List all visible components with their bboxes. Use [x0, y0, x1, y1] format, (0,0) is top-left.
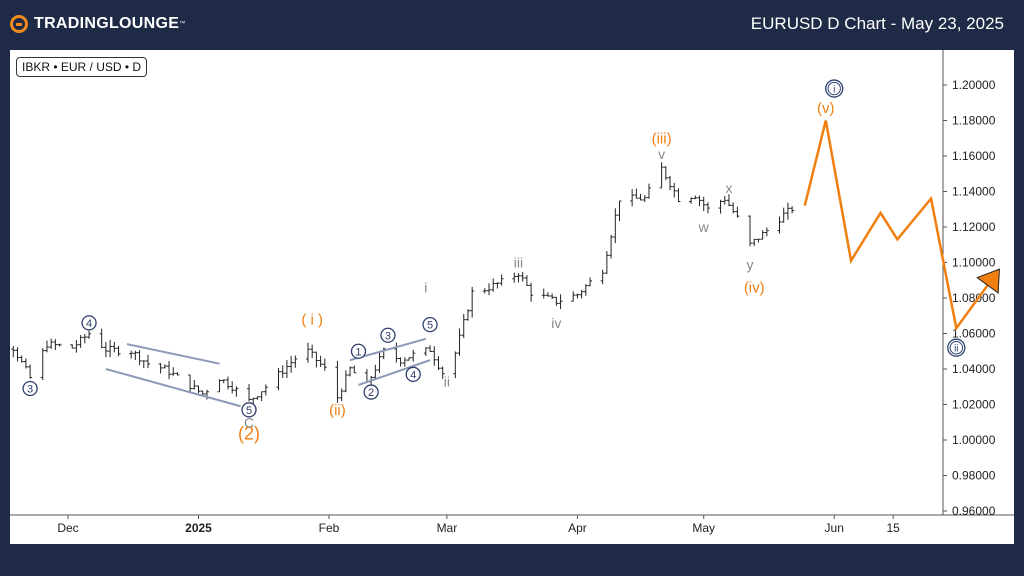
y-tick-label: 1.06000: [952, 327, 996, 341]
x-tick-label: Feb: [319, 521, 340, 535]
wave-label-circle: [22, 380, 38, 397]
y-tick-label: 0.98000: [952, 469, 996, 483]
wave-trend-line: [358, 359, 431, 386]
wave-label: 5: [246, 405, 252, 417]
x-tick-label: 15: [886, 521, 900, 535]
wave-label-circle: [380, 327, 396, 343]
logo-text: TradingLounge: [34, 15, 180, 32]
wave-label: y: [747, 256, 754, 272]
projection-arrow-icon: [976, 268, 1000, 294]
x-tick-label: Mar: [437, 521, 458, 535]
x-tick-label: May: [692, 521, 715, 535]
wave-label: (iv): [744, 279, 765, 296]
x-tick-label: 2025: [185, 521, 212, 535]
wave-label: ii: [444, 373, 450, 389]
wave-label: (ii): [329, 402, 346, 419]
logo-icon: [10, 15, 28, 33]
wave-label-circle: [405, 366, 421, 382]
y-tick-label: 0.96000: [952, 504, 996, 518]
price-chart-svg[interactable]: 1.20000 1.18000 1.16000 1.14000 1.12000 1.100…: [10, 50, 1014, 544]
wave-label: 3: [385, 330, 391, 342]
wave-label-circle-inner: [827, 81, 841, 96]
wave-label-circle: [350, 343, 367, 359]
wave-label: 5: [427, 320, 433, 332]
wave-label: (2): [238, 424, 260, 444]
wave-label-circle: [241, 402, 257, 418]
x-tick-label: Dec: [57, 521, 78, 535]
wave-label-circle: [363, 384, 379, 400]
y-tick-label: 1.10000: [952, 256, 996, 270]
wave-label: 1: [355, 346, 361, 358]
wave-label-circle-inner: [949, 341, 964, 355]
x-tick-label: Jun: [825, 521, 844, 535]
y-tick-label: 1.04000: [952, 362, 996, 376]
y-tick-label: 1.02000: [952, 398, 996, 412]
y-tick-label: 1.18000: [952, 114, 996, 128]
wave-label: C: [244, 414, 254, 430]
wave-trend-line: [126, 343, 220, 365]
y-tick-label: 1.12000: [952, 220, 996, 234]
wave-label: 2: [368, 387, 374, 399]
wave-trend-line: [105, 368, 241, 408]
wave-label: x: [725, 180, 732, 196]
y-tick-label: 1.20000: [952, 78, 996, 92]
wave-label: 4: [86, 318, 92, 330]
tradinglounge-logo: TradingLounge ™: [10, 12, 185, 36]
wave-label-circle: [81, 315, 97, 331]
wave-label-circle: [422, 316, 438, 333]
symbol-badge: IBKR • EUR / USD • D: [16, 57, 148, 77]
wave-label: v: [658, 146, 665, 162]
y-tick-label: 1.16000: [952, 149, 996, 163]
wave-label: 4: [410, 369, 416, 381]
wave-label: i: [424, 279, 427, 295]
wave-label: iii: [514, 255, 523, 271]
wave-label: 3: [27, 384, 33, 396]
logo-trademark: ™: [179, 21, 186, 27]
chart-title: EURUSD D Chart - May 23, 2025: [750, 14, 1004, 33]
y-tick-label: 1.00000: [952, 433, 996, 447]
y-tick-label: 1.14000: [952, 185, 996, 199]
wave-label: (iii): [652, 130, 672, 147]
wave-label: iv: [551, 315, 561, 331]
projection-path: [803, 120, 991, 332]
wave-label: ii: [954, 344, 958, 355]
y-tick-label: 1.08000: [952, 291, 996, 305]
wave-label: ( i ): [301, 311, 323, 328]
top-bar: TradingLounge ™ EURUSD D Chart - May 23,…: [0, 0, 1024, 48]
chart-area[interactable]: 1.20000 1.18000 1.16000 1.14000 1.12000 1.100…: [10, 50, 1014, 544]
wave-label: w: [698, 219, 710, 235]
x-tick-label: Apr: [568, 521, 587, 535]
wave-label: i: [833, 85, 835, 96]
wave-label: (v): [817, 100, 835, 117]
